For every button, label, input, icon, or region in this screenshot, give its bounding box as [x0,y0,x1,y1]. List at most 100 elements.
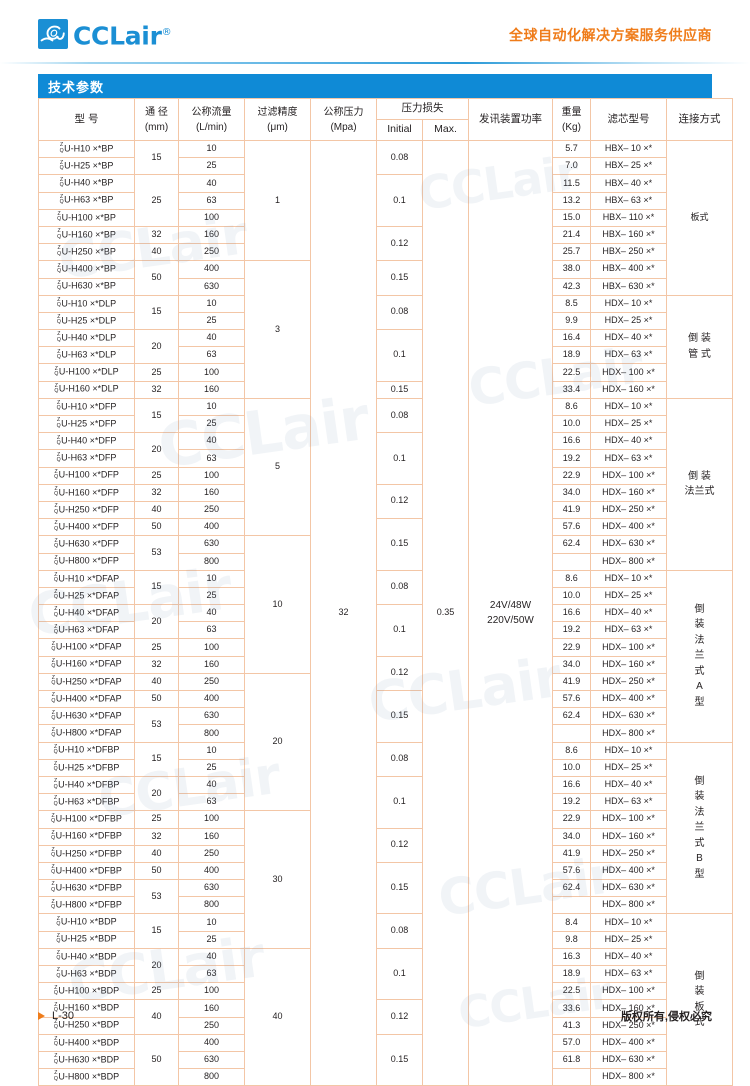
cell-model: Z Q U-H63 ×*DFBP [38,793,135,812]
cell-model: Z Q U-H25 ×*DFP [38,414,135,434]
cell-flow: 160 [178,380,245,399]
cell-element-model: HBX– 10 ×* [590,139,667,159]
table-row: Z Q U-H10 ×*BDP 15 10 0.08 8.4 HDX– 10 ×* 倒装板式 [38,913,733,1086]
cell-model: Z Q U-H25 ×*DLP [38,311,135,331]
cell-flow: 40 [178,604,245,623]
cell-element-model: HBX– 25 ×* [590,157,667,176]
cell-weight: 41.9 [552,844,591,863]
cell-flow: 25 [178,758,245,777]
cell-bore: 20 [134,432,179,468]
col-header-pressure-loss: 压力损失 [376,98,469,120]
cell-model: Z Q U-H250 ×*BP [38,243,135,262]
page-number: L-30 [52,1010,75,1022]
cell-bore: 50 [134,518,179,537]
cell-loss-initial: 0.12 [376,655,423,692]
cell-element-model: HDX– 800 ×* [590,896,667,915]
cell-model: Z Q U-H400 ×*DFP [38,518,135,537]
connection-line: 兰 [694,822,705,834]
table-row: Z Q U-H160 ×*DFP 32 160 0.12 34.0 HDX– 160 ×* [38,483,733,520]
table-row: Z Q U-H630 ×*DFP 53 630 10 62.4 HDX– 630 ×* [38,535,733,674]
cell-bore: 40 [134,500,179,520]
triangle-icon [38,1012,45,1020]
table-row: Z Q U-H10 ×*DFP 15 10 5 0.08 8.6 HDX– 10 ×* 倒 装法兰… [38,397,733,571]
cell-element-model: HDX– 800 ×* [590,1068,667,1086]
cell-model: Z Q U-H25 ×*BP [38,157,135,176]
connection-line: 式 [694,665,705,677]
model-text: U-H25 ×*BDP [60,934,117,945]
cell-weight: 7.0 [552,157,591,176]
cell-bore: 32 [134,380,179,399]
cell-weight: 21.4 [552,225,591,245]
cell-flow: 630 [178,1050,245,1070]
cell-bore: 50 [134,1033,179,1086]
cell-loss-initial: 0.12 [376,483,423,520]
cell-weight: 57.6 [552,689,591,709]
model-text: U-H63 ×*BDP [60,968,117,979]
table-row: Z Q U-H630 ×*BP 630 42.3 HBX– 630 ×* [38,277,733,296]
cell-flow: 25 [178,157,245,176]
model-text: U-H40 ×*DFBP [58,779,120,790]
cell-element-model: HDX– 160 ×* [590,827,667,846]
col-header-pressure-title: 公称压力 [323,106,364,118]
header-row-2: Initial Max. [39,119,733,141]
cell-loss-initial: 0.15 [376,518,423,571]
table-row: Z Q U-H40 ×*DLP 20 40 0.1 16.4 HDX– 40 ×* [38,329,733,382]
model-text: U-H630 ×*DFBP [55,882,122,893]
cell-element-model: HDX– 630 ×* [590,707,667,726]
table-row: Z Q U-H100 ×*BP 100 15.0 HBX– 110 ×* [38,208,733,227]
header-row-1: 型 号 通 径 (mm) 公称流量 (L/min) 过滤精度 [38,98,733,141]
col-header-pressure: 公称压力 (Mpa) [310,98,377,141]
cell-model: Z Q U-H400 ×*DFBP [38,861,135,881]
col-header-flow-title: 公称流量 [191,106,232,118]
cell-flow: 160 [178,655,245,674]
col-header-loss-max: Max. [422,119,469,141]
model-text: U-H630 ×*BDP [58,1054,120,1065]
connection-line: 型 [694,868,705,880]
cell-flow: 10 [178,741,245,760]
cell-weight: 38.0 [552,260,591,279]
cell-weight: 62.4 [552,707,591,726]
model-text: U-H100 ×*DLP [58,366,119,377]
model-text: U-H63 ×*DFBP [58,796,120,807]
model-text: U-H40 ×*DLP [61,332,117,343]
cell-flow: 250 [178,844,245,863]
cell-loss-initial: 0.15 [376,690,423,743]
model-text: U-H25 ×*DFBP [58,762,120,773]
cell-flow: 40 [178,432,245,451]
cell-element-model: HDX– 400 ×* [590,518,667,537]
cell-loss-initial: 0.1 [376,775,423,829]
cell-weight: 9.8 [552,930,591,949]
col-header-flow: 公称流量 (L/min) [178,98,245,141]
table-row: Z Q U-H160 ×*BDP 40 160 0.12 33.6 HDX– 160 ×* [38,999,733,1035]
cell-model: Z Q U-H63 ×*DLP [38,346,135,365]
cell-bore: 53 [134,879,179,915]
cell-model: Z Q U-H25 ×*BDP [38,930,135,949]
cell-weight: 57.6 [552,861,591,881]
cell-weight: 34.0 [552,827,591,846]
cell-bore: 25 [134,466,179,485]
table-row: Z Q U-H25 ×*DFP 25 10.0 HDX– 25 ×* [38,414,733,434]
connection-line: A [696,681,703,693]
model-text: U-H800 ×*DFAP [55,727,122,738]
cell-weight: 16.3 [552,947,591,967]
cell-bore: 15 [134,397,179,434]
cell-flow: 63 [178,191,245,210]
spec-table-wrap: CCLair CCLair CCLair CCLair CCLair CCLai… [24,98,733,1086]
cell-weight: 8.6 [552,741,591,760]
cell-loss-initial: 0.08 [376,913,423,949]
cell-bore: 15 [134,294,179,331]
cell-filtration: 1 [244,139,311,262]
table-row: Z Q U-H400 ×*DFAP 50 400 0.15 57.6 HDX– 400 ×* [38,689,733,743]
